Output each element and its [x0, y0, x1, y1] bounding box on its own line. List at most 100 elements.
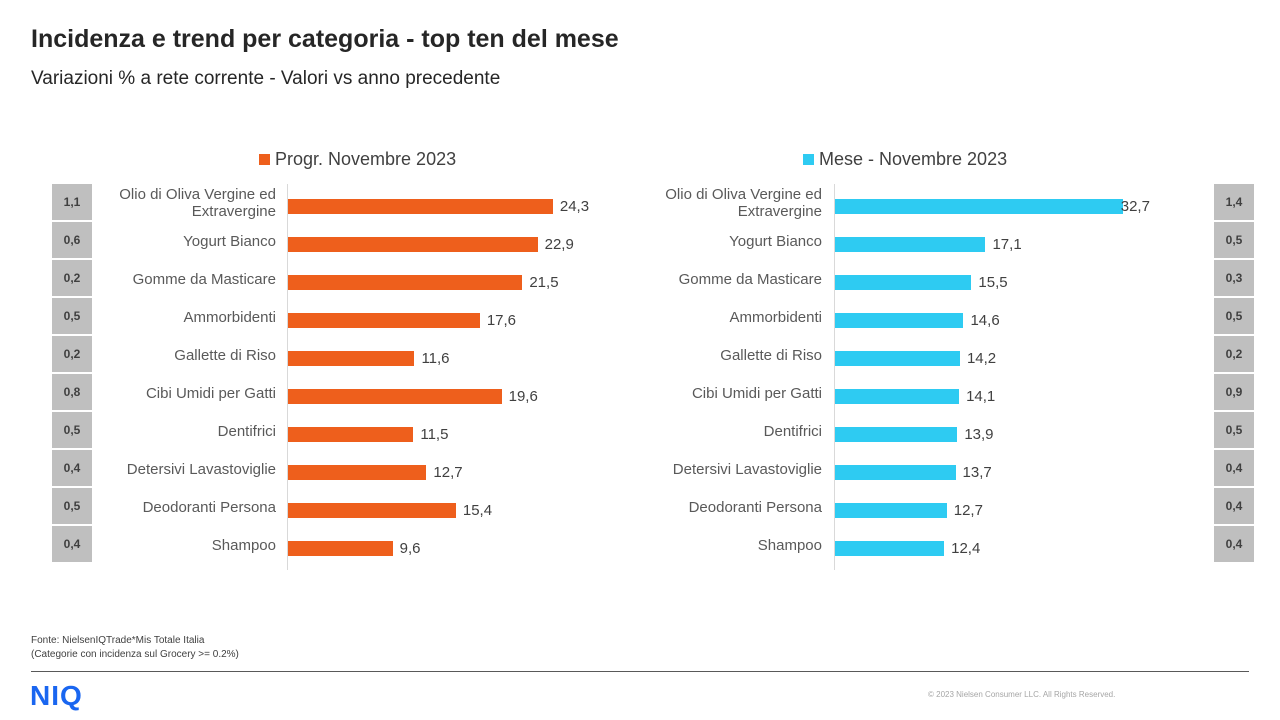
value-label: 19,6	[508, 388, 538, 405]
page-title: Incidenza e trend per categoria - top te…	[31, 25, 619, 53]
value-label: 24,3	[559, 198, 590, 215]
category-label: Ammorbidenti	[729, 308, 822, 326]
source-line-1: Fonte: NielsenIQTrade*Mis Totale Italia	[31, 635, 205, 646]
incidence-column-left: 1,1 0,6 0,2 0,5 0,2 0,8 0,5 0,4 0,5 0,4	[52, 184, 92, 564]
bar-chart-right: 32,7 17,1 15,5 14,6 14,2 14,1 13,9 13,7 12,7 12,4	[835, 184, 1175, 564]
bar	[835, 313, 964, 328]
bar	[288, 427, 414, 442]
page-subtitle: Variazioni % a rete corrente - Valori vs…	[31, 68, 501, 89]
incidence-badge: 0,4	[1214, 526, 1254, 562]
bar	[835, 237, 986, 252]
category-label: Dentifrici	[763, 422, 822, 440]
niq-logo: NIQ	[30, 680, 83, 711]
category-label: Olio di Oliva Vergine ed Extravergine	[119, 186, 276, 220]
bar	[288, 313, 480, 328]
category-label: Gallette di Riso	[174, 346, 276, 364]
value-label: 17,1	[992, 236, 1022, 253]
source-line-2: (Categorie con incidenza sul Grocery >= …	[31, 649, 239, 660]
incidence-badge: 0,4	[52, 450, 92, 486]
incidence-badge: 0,8	[52, 374, 92, 410]
value-label: 22,9	[544, 236, 574, 253]
footer-divider	[31, 671, 1249, 672]
incidence-badge: 0,5	[1214, 298, 1254, 334]
incidence-badge: 0,2	[52, 260, 92, 296]
bar-chart-left: 24,3 22,9 21,5 17,6 11,6 19,6 11,5 12,7 15,4 9,6	[288, 184, 590, 564]
value-label: 12,7	[433, 464, 463, 481]
category-label: Gallette di Riso	[720, 346, 822, 364]
legend-left-swatch	[259, 153, 270, 165]
value-label: 14,6	[970, 312, 1000, 329]
category-label: Shampoo	[211, 536, 276, 554]
category-label: Gomme da Masticare	[132, 270, 276, 288]
value-label: 11,6	[421, 350, 450, 367]
bar	[288, 503, 456, 518]
bar	[288, 541, 393, 556]
incidence-badge: 0,4	[52, 526, 92, 562]
category-label: Yogurt Bianco	[729, 232, 822, 250]
bar	[835, 275, 972, 290]
value-label: 12,7	[953, 502, 983, 519]
category-label: Ammorbidenti	[183, 308, 276, 326]
incidence-badge: 1,4	[1214, 184, 1254, 220]
axis-line-right	[834, 184, 835, 570]
legend-right-label: Mese - Novembre 2023	[819, 148, 1008, 169]
category-labels-left: Olio di Oliva Vergine ed Extravergine Yog…	[76, 184, 276, 564]
bar	[835, 541, 945, 556]
category-label: Cibi Umidi per Gatti	[145, 384, 276, 402]
value-label: 15,5	[978, 274, 1008, 291]
incidence-badge: 0,4	[1214, 488, 1254, 524]
category-label: Deodoranti Persona	[688, 498, 822, 516]
incidence-badge: 0,5	[1214, 222, 1254, 258]
incidence-badge: 0,9	[1214, 374, 1254, 410]
axis-line-left	[287, 184, 288, 570]
category-label: Detersivi Lavastoviglie	[672, 460, 822, 478]
incidence-badge: 0,2	[52, 336, 92, 372]
incidence-badge: 1,1	[52, 184, 92, 220]
legend-right-swatch	[803, 153, 814, 165]
legend-left: Progr. Novembre 2023	[259, 148, 456, 170]
value-label: 14,2	[966, 350, 997, 367]
source-note: Fonte: NielsenIQTrade*Mis Totale Italia …	[31, 634, 239, 662]
incidence-badge: 0,5	[52, 298, 92, 334]
value-label: 13,7	[962, 464, 992, 481]
bar	[835, 351, 960, 366]
category-label: Yogurt Bianco	[183, 232, 276, 250]
value-label: 17,6	[486, 312, 517, 329]
bar	[835, 389, 960, 404]
value-label: 21,5	[529, 274, 559, 291]
bar	[288, 275, 523, 290]
category-label: Cibi Umidi per Gatti	[691, 384, 822, 402]
incidence-column-right: 1,4 0,5 0,3 0,5 0,2 0,9 0,5 0,4 0,4 0,4	[1214, 184, 1254, 564]
legend-left-label: Progr. Novembre 2023	[275, 148, 457, 169]
category-label: Shampoo	[757, 536, 822, 554]
category-label: Detersivi Lavastoviglie	[126, 460, 276, 478]
incidence-badge: 0,5	[1214, 412, 1254, 448]
value-label: 15,4	[462, 502, 493, 519]
incidence-badge: 0,5	[52, 488, 92, 524]
incidence-badge: 0,3	[1214, 260, 1254, 296]
bar	[288, 199, 553, 214]
category-label: Gomme da Masticare	[678, 270, 822, 288]
category-label: Dentifrici	[217, 422, 276, 440]
bar	[835, 199, 1123, 214]
bar	[835, 427, 958, 442]
incidence-badge: 0,4	[1214, 450, 1254, 486]
value-label: 13,9	[964, 426, 994, 443]
value-label: 9,6	[399, 540, 421, 557]
value-label: 32,7	[1120, 198, 1150, 215]
value-label: 12,4	[951, 540, 981, 557]
category-label: Olio di Oliva Vergine ed Extravergine	[665, 186, 822, 220]
value-label: 14,1	[966, 388, 996, 405]
incidence-badge: 0,2	[1214, 336, 1254, 372]
incidence-badge: 0,5	[52, 412, 92, 448]
legend-right: Mese - Novembre 2023	[803, 148, 1007, 170]
bar	[288, 351, 415, 366]
incidence-badge: 0,6	[52, 222, 92, 258]
bar	[288, 389, 502, 404]
bar	[835, 503, 947, 518]
bar	[288, 465, 427, 480]
category-labels-right: Olio di Oliva Vergine ed Extravergine Yog…	[622, 184, 822, 564]
bar	[835, 465, 956, 480]
copyright-text: © 2023 Nielsen Consumer LLC. All Rights …	[928, 690, 1116, 699]
value-label: 11,5	[420, 426, 449, 443]
